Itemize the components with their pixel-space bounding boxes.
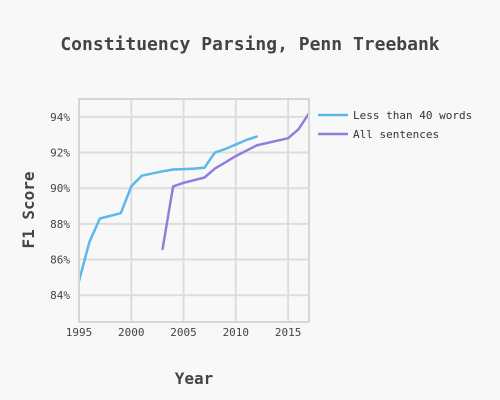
y-tick-label: 92% bbox=[50, 147, 70, 160]
plot-area bbox=[77, 98, 311, 323]
y-tick-label: 88% bbox=[50, 218, 70, 231]
legend: Less than 40 words All sentences bbox=[318, 109, 472, 141]
axis-border bbox=[78, 98, 310, 323]
x-tick-label: 1995 bbox=[66, 326, 93, 339]
plot-background bbox=[79, 99, 309, 322]
legend-label: Less than 40 words bbox=[353, 109, 472, 122]
y-tick-label: 86% bbox=[50, 254, 70, 267]
y-tick-label: 90% bbox=[50, 182, 70, 195]
y-tick-label: 94% bbox=[50, 111, 70, 124]
series-line-1 bbox=[77, 135, 258, 283]
x-tick-labels: 1995 2000 2005 2010 2015 bbox=[66, 326, 302, 339]
x-tick-label: 2005 bbox=[170, 326, 197, 339]
y-axis-title: F1 Score bbox=[19, 171, 38, 248]
y-tick-labels: 84% 86% 88% 90% 92% 94% bbox=[50, 111, 70, 302]
chart-title: Constituency Parsing, Penn Treebank bbox=[60, 34, 439, 55]
series-line-2 bbox=[161, 112, 311, 251]
axis-frame bbox=[78, 98, 310, 323]
x-tick-label: 2015 bbox=[275, 326, 302, 339]
x-tick-label: 2010 bbox=[223, 326, 250, 339]
x-tick-label: 2000 bbox=[118, 326, 145, 339]
legend-label: All sentences bbox=[353, 128, 439, 141]
series-lines bbox=[77, 112, 311, 283]
x-axis-title: Year bbox=[175, 369, 214, 388]
y-tick-label: 84% bbox=[50, 289, 70, 302]
